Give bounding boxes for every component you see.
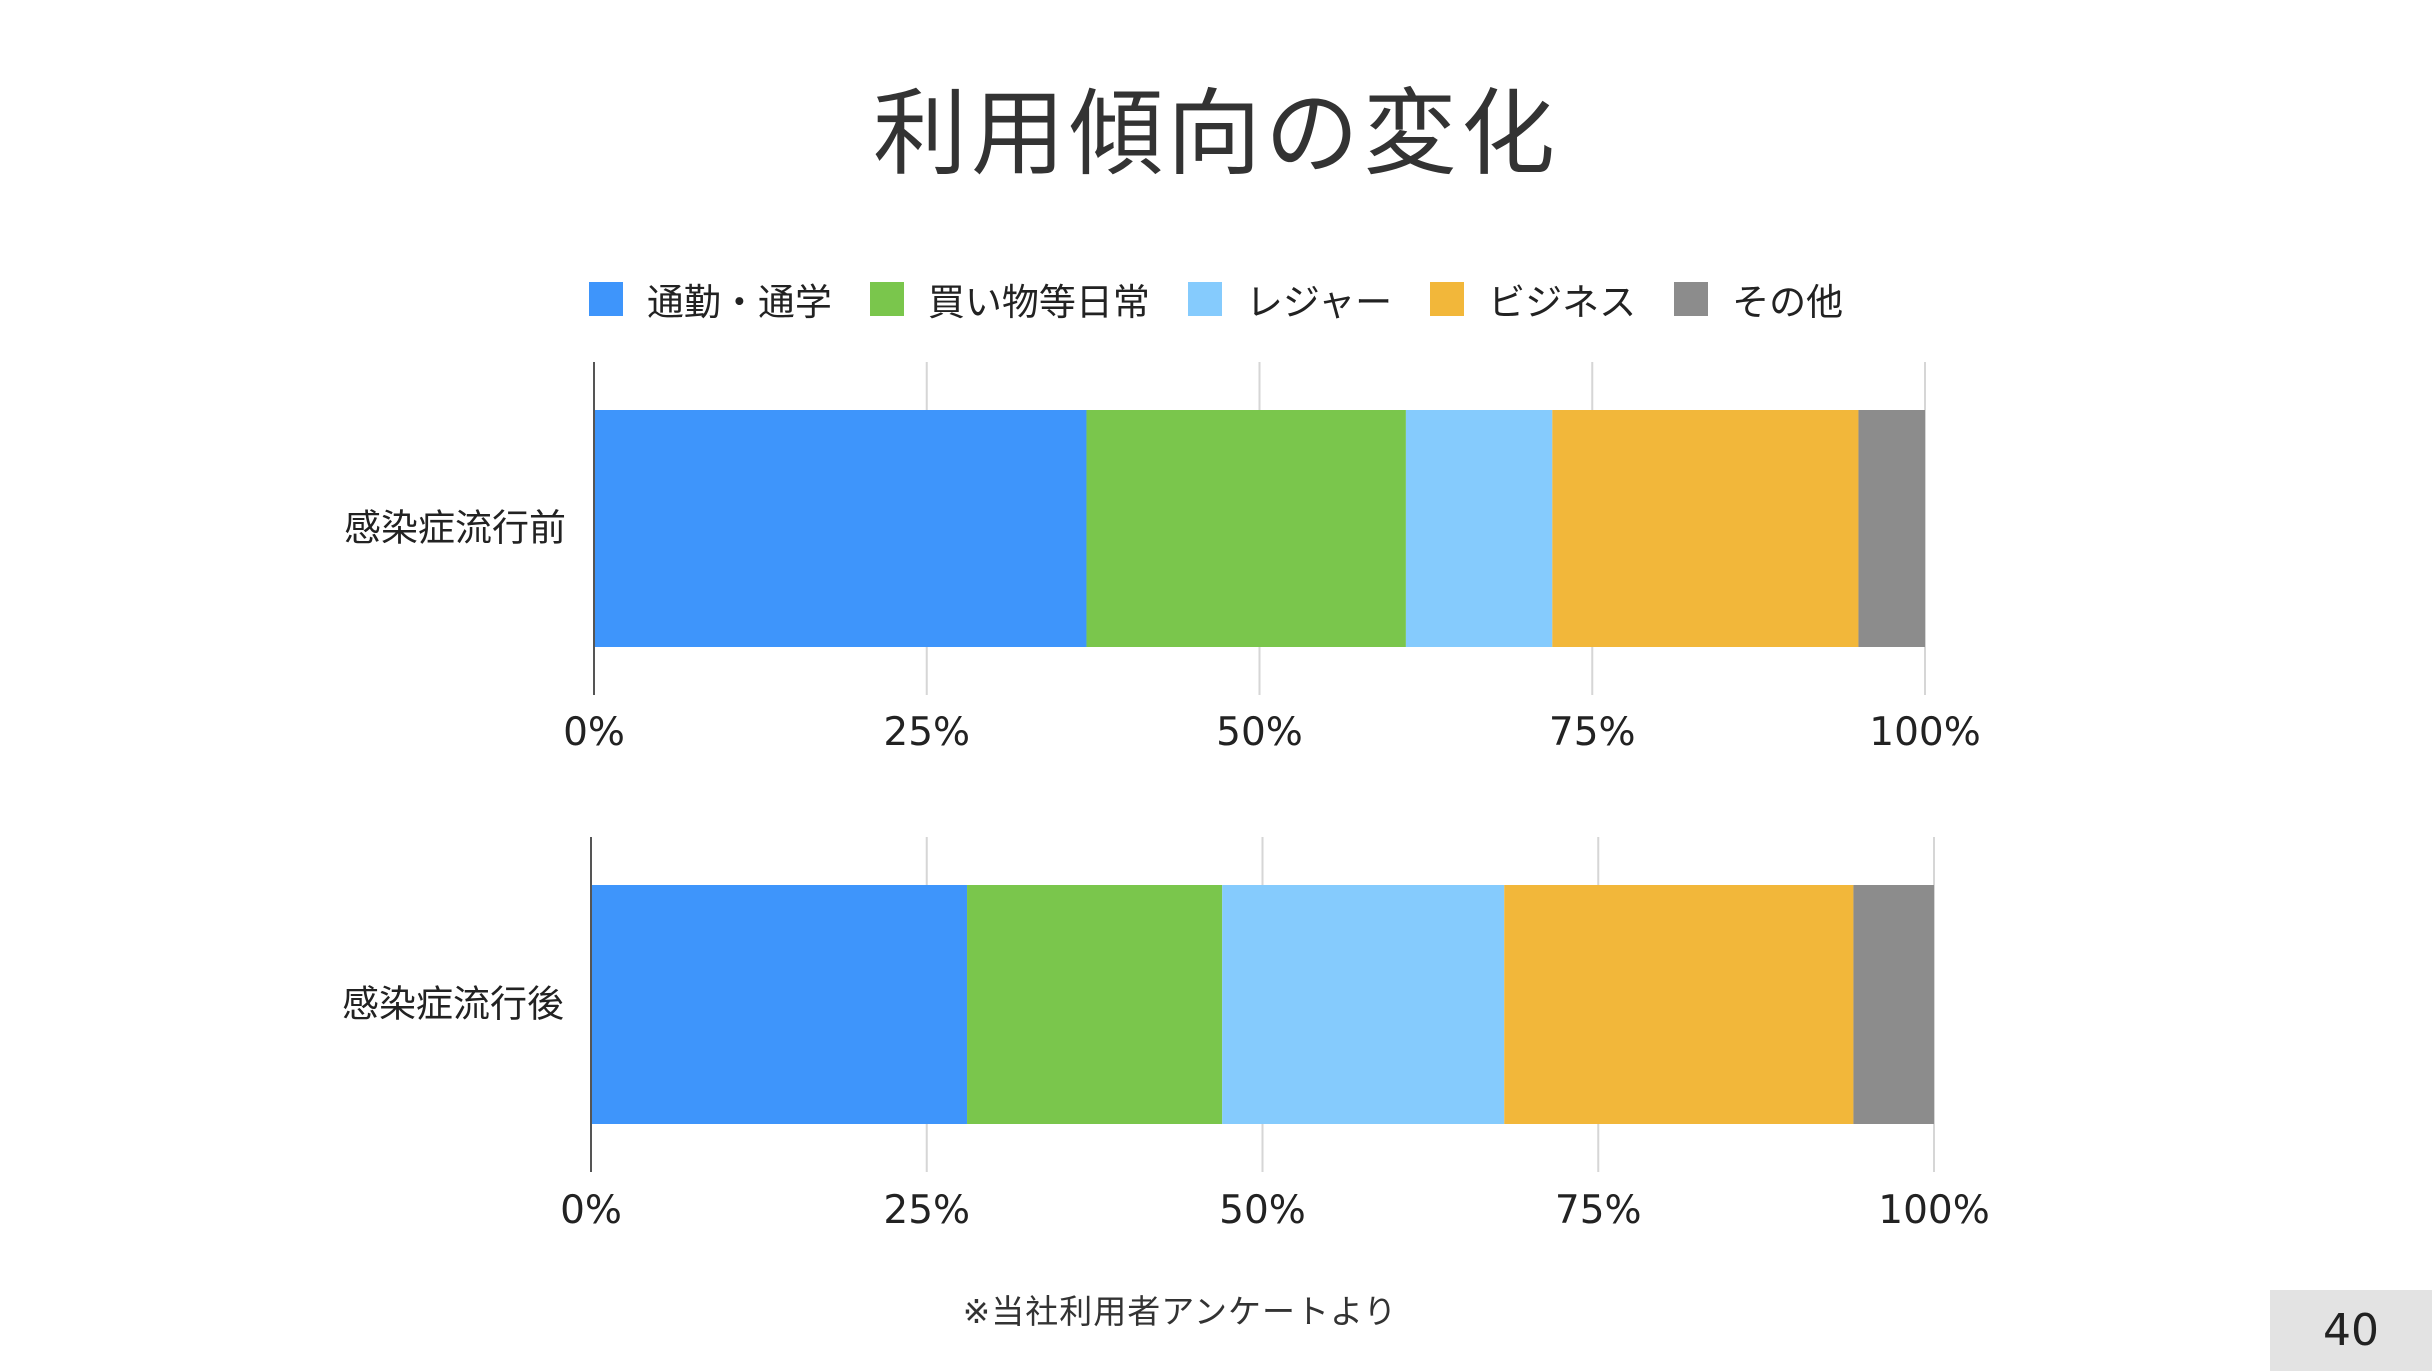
legend-label-commute: 通勤・通学 (646, 281, 832, 324)
chart1-tick-label-1: 25% (883, 710, 970, 755)
chart1-tick-label-0: 0% (563, 710, 625, 755)
chart1-bar-commute (594, 410, 1087, 647)
legend-swatch-business (1430, 282, 1465, 316)
chart1-bar-shopping (1086, 410, 1406, 647)
legend-swatch-leisure (1187, 282, 1222, 316)
chart2-bar-leisure (1222, 885, 1505, 1124)
legend-item-commute: 通勤・通学 (588, 272, 832, 326)
chart2-tick-label-0: 0% (560, 1188, 622, 1233)
chart2-category-label: 感染症流行後 (342, 983, 564, 1026)
chart1-bar-other (1858, 410, 1925, 647)
chart2-bar-business (1504, 885, 1854, 1124)
legend-item-shopping: 買い物等日常 (869, 272, 1150, 326)
chart2-tick-label-1: 25% (883, 1188, 970, 1233)
legend-label-business: ビジネス (1488, 281, 1637, 324)
slide-title: 利用傾向の変化 (872, 80, 1559, 189)
chart2-tick-label-3: 75% (1555, 1188, 1642, 1233)
chart1-category-label: 感染症流行前 (344, 507, 566, 550)
chart1-tick-label-2: 50% (1216, 710, 1303, 755)
legend-swatch-other (1674, 282, 1709, 316)
chart1-tick-label-4: 100% (1869, 710, 1981, 755)
legend-label-shopping: 買い物等日常 (927, 281, 1150, 324)
chart1-tick-label-3: 75% (1549, 710, 1636, 755)
legend-item-other: その他 (1674, 272, 1843, 326)
chart2-bar-other (1853, 885, 1934, 1124)
legend-swatch-commute (588, 282, 623, 316)
legend-label-other: その他 (1732, 281, 1844, 324)
page-number: 40 (2270, 1290, 2432, 1371)
legend-swatch-shopping (869, 282, 904, 316)
legend-item-business: ビジネス (1430, 272, 1636, 326)
chart1-bar-leisure (1405, 410, 1553, 647)
chart2-bar-commute (591, 885, 968, 1124)
legend-label-leisure: レジャー (1245, 281, 1393, 324)
chart1-bar-business (1552, 410, 1859, 647)
legend-item-leisure: レジャー (1187, 272, 1393, 326)
chart2-tick-label-2: 50% (1219, 1188, 1306, 1233)
chart2-tick-label-4: 100% (1878, 1188, 1990, 1233)
footnote: ※当社利用者アンケートより (962, 1292, 1398, 1331)
chart2-bar-shopping (967, 885, 1223, 1124)
chart-legend: 通勤・通学 買い物等日常 レジャー ビジネス その他 (0, 272, 2432, 326)
